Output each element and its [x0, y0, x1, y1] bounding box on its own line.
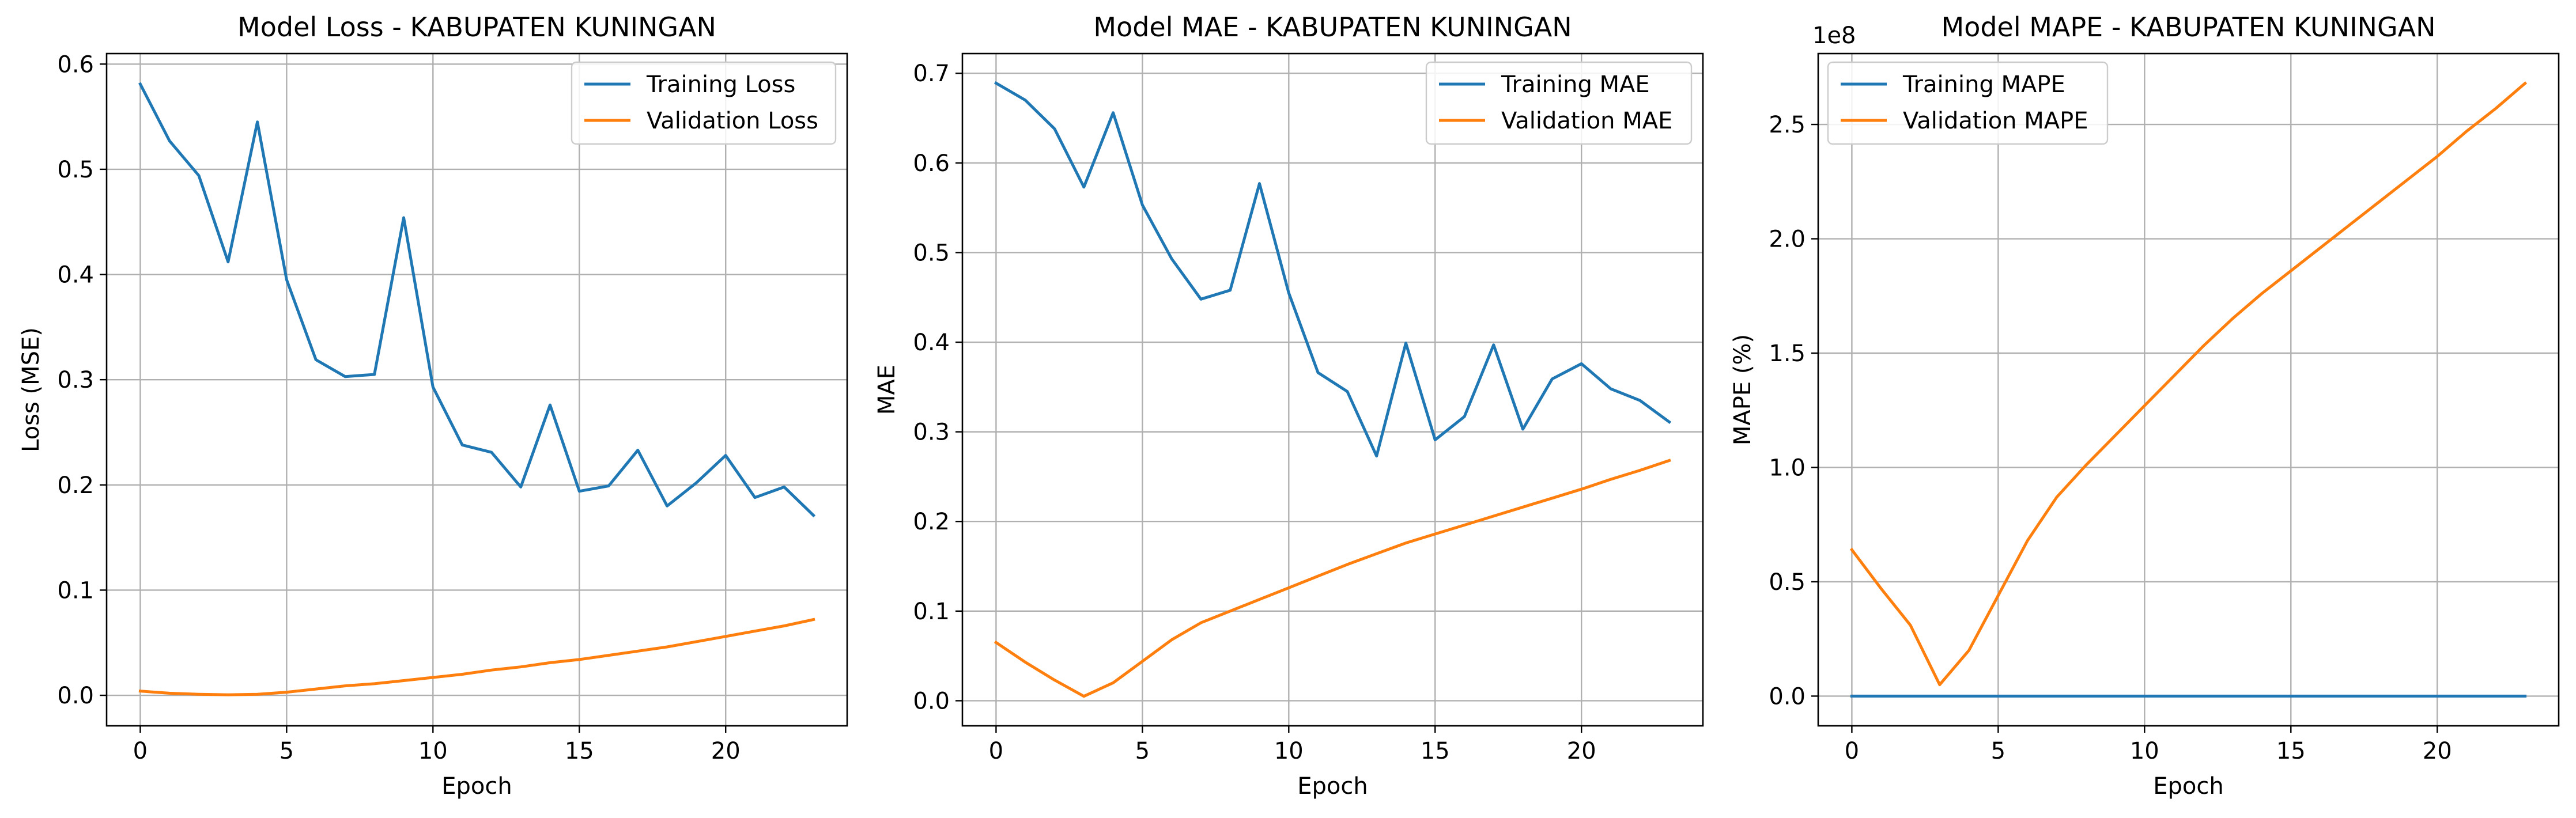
- y-tick-label: 0.6: [913, 150, 950, 177]
- x-tick-label: 5: [1991, 738, 2005, 764]
- plot-area: 0 5 10 15 20 0.0 0.1 0.2 0.3 0.4 0.5 0.6: [57, 51, 848, 764]
- x-tick-label: 0: [133, 738, 148, 764]
- x-axis-label: Epoch: [1297, 773, 1368, 800]
- legend-label-training-mape: Training MAPE: [1902, 71, 2065, 98]
- legend-label-validation-mae: Validation MAE: [1501, 108, 1672, 134]
- legend-label-validation-loss: Validation Loss: [647, 108, 818, 134]
- axes-frame: [1817, 52, 2560, 727]
- chart-panel-mape: Model MAPE - KABUPATEN KUNINGAN Epoch MA…: [1729, 12, 2560, 800]
- y-tick-label: 0.2: [57, 472, 94, 499]
- x-tick-label: 20: [1567, 738, 1596, 764]
- y-tick-label: 0.0: [57, 683, 94, 709]
- legend-label-training-mae: Training MAE: [1501, 71, 1650, 98]
- legend-label-training-loss: Training Loss: [646, 71, 795, 98]
- axes-frame: [105, 52, 848, 727]
- x-tick-label: 15: [565, 738, 594, 764]
- y-tick-label: 0.4: [913, 330, 950, 356]
- chart-title: Model MAPE - KABUPATEN KUNINGAN: [1942, 12, 2436, 43]
- chart-panel-loss: Model Loss - KABUPATEN KUNINGAN Epoch Lo…: [18, 12, 848, 800]
- series-line-training-loss: [138, 82, 816, 518]
- x-tick-label: 0: [989, 738, 1003, 764]
- y-axis-label: Loss (MSE): [18, 327, 44, 452]
- legend-label-validation-mape: Validation MAPE: [1903, 108, 2088, 134]
- y-tick-label: 0.1: [57, 577, 94, 604]
- y-tick-label: 0.3: [913, 419, 950, 446]
- y-tick-label: 1.0: [1769, 455, 1806, 481]
- x-tick-label: 15: [2276, 738, 2306, 764]
- y-tick-label: 0.0: [913, 688, 950, 714]
- y-tick-label: 0.7: [913, 60, 950, 87]
- series-line-validation-mae: [994, 459, 1671, 698]
- legend: Training MAE Validation MAE: [1425, 61, 1693, 145]
- x-tick-label: 0: [1845, 738, 1859, 764]
- y-tick-label: 0.5: [1769, 569, 1806, 596]
- x-tick-label: 10: [2130, 738, 2159, 764]
- legend: Training Loss Validation Loss: [571, 61, 837, 145]
- legend-box: [571, 61, 837, 145]
- chart-panel-mae: Model MAE - KABUPATEN KUNINGAN Epoch MAE…: [874, 12, 1704, 800]
- chart-title: Model MAE - KABUPATEN KUNINGAN: [1093, 12, 1572, 43]
- x-tick-label: 15: [1421, 738, 1450, 764]
- y-tick-label: 1.5: [1769, 340, 1806, 367]
- x-axis-label: Epoch: [2153, 773, 2223, 800]
- y-tick-label: 0.5: [57, 157, 94, 183]
- y-tick-label: 0.4: [57, 262, 94, 289]
- y-axis-scale-label: 1e8: [1812, 22, 1856, 49]
- x-axis-label: Epoch: [441, 773, 512, 800]
- series-line-validation-loss: [138, 618, 815, 696]
- y-tick-label: 0.1: [913, 599, 950, 625]
- x-tick-label: 10: [418, 738, 448, 764]
- plot-area: 0 5 10 15 20 0.0 0.5 1.0 1.5 2.0 2.5: [1769, 52, 2560, 764]
- y-tick-label: 2.0: [1769, 226, 1806, 253]
- x-tick-label: 20: [2423, 738, 2452, 764]
- legend: Training MAPE Validation MAPE: [1827, 61, 2109, 145]
- series-line-validation-mape: [1849, 81, 2528, 687]
- y-tick-label: 0.2: [913, 509, 950, 535]
- x-tick-label: 5: [1135, 738, 1150, 764]
- y-tick-label: 2.5: [1769, 112, 1806, 138]
- y-axis-label: MAPE (%): [1729, 334, 1756, 445]
- y-tick-label: 0.0: [1769, 683, 1806, 710]
- x-tick-label: 5: [279, 738, 294, 764]
- series-line-training-mae: [994, 81, 1672, 458]
- plot-area: 0 5 10 15 20 0.0 0.1 0.2 0.3 0.4 0.5 0.6 0.7: [913, 52, 1704, 764]
- y-tick-label: 0.5: [913, 240, 950, 266]
- y-tick-label: 0.6: [57, 51, 94, 78]
- x-tick-label: 20: [711, 738, 741, 764]
- x-tick-label: 10: [1274, 738, 1304, 764]
- legend-box: [1827, 61, 2109, 145]
- y-axis-label: MAE: [874, 365, 900, 415]
- y-tick-label: 0.3: [57, 367, 94, 393]
- chart-title: Model Loss - KABUPATEN KUNINGAN: [237, 12, 716, 43]
- legend-box: [1425, 61, 1693, 145]
- axes-frame: [961, 52, 1704, 727]
